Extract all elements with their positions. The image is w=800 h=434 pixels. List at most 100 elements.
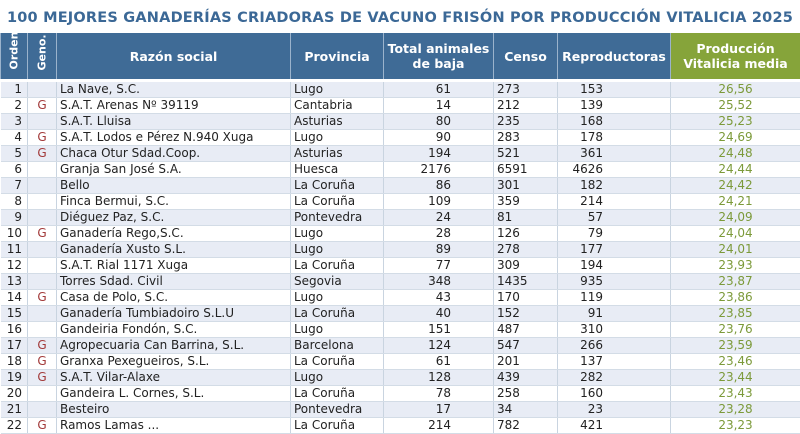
cell-reproductoras: 214 — [558, 194, 671, 210]
cell-censo: 34 — [494, 402, 558, 418]
cell-orden: 15 — [1, 306, 28, 322]
cell-orden: 12 — [1, 258, 28, 274]
column-header-reproductoras[interactable]: Reproductoras — [558, 33, 671, 79]
cell-reproductoras: 935 — [558, 274, 671, 290]
cell-geno: G — [28, 354, 57, 370]
cell-produccion-vitalicia: 24,04 — [671, 226, 800, 242]
cell-orden: 11 — [1, 242, 28, 258]
cell-orden: 21 — [1, 402, 28, 418]
cell-reproductoras: 4626 — [558, 162, 671, 178]
cell-total-animales-baja: 77 — [384, 258, 494, 274]
cell-censo: 283 — [494, 130, 558, 146]
cell-orden: 20 — [1, 386, 28, 402]
cell-reproductoras: 137 — [558, 354, 671, 370]
page-title: 100 MEJORES GANADERÍAS CRIADORAS DE VACU… — [0, 10, 800, 26]
cell-produccion-vitalicia: 24,42 — [671, 178, 800, 194]
cell-produccion-vitalicia: 24,44 — [671, 162, 800, 178]
cell-geno — [28, 386, 57, 402]
cell-orden: 1 — [1, 82, 28, 98]
cell-reproductoras: 182 — [558, 178, 671, 194]
cell-total-animales-baja: 14 — [384, 98, 494, 114]
cell-censo: 81 — [494, 210, 558, 226]
cell-reproductoras: 153 — [558, 82, 671, 98]
cell-reproductoras: 139 — [558, 98, 671, 114]
cell-produccion-vitalicia: 24,01 — [671, 242, 800, 258]
cell-provincia: Pontevedra — [291, 210, 384, 226]
column-header-geno[interactable]: Geno. — [28, 33, 57, 79]
column-header-orden[interactable]: Orden — [1, 33, 28, 79]
cell-produccion-vitalicia: 23,23 — [671, 418, 800, 434]
cell-geno — [28, 322, 57, 338]
cell-orden: 2 — [1, 98, 28, 114]
cell-produccion-vitalicia: 23,43 — [671, 386, 800, 402]
cell-reproductoras: 178 — [558, 130, 671, 146]
cell-reproductoras: 119 — [558, 290, 671, 306]
cell-geno: G — [28, 338, 57, 354]
cell-razon-social: S.A.T. Lluisa — [57, 114, 291, 130]
cell-provincia: Lugo — [291, 242, 384, 258]
cell-produccion-vitalicia: 23,85 — [671, 306, 800, 322]
cell-reproductoras: 310 — [558, 322, 671, 338]
cell-provincia: Segovia — [291, 274, 384, 290]
cell-geno: G — [28, 130, 57, 146]
cell-produccion-vitalicia: 23,76 — [671, 322, 800, 338]
cell-produccion-vitalicia: 25,23 — [671, 114, 800, 130]
cell-censo: 126 — [494, 226, 558, 242]
cell-reproductoras: 361 — [558, 146, 671, 162]
cell-provincia: Lugo — [291, 82, 384, 98]
cell-geno — [28, 178, 57, 194]
cell-razon-social: Torres Sdad. Civil — [57, 274, 291, 290]
cell-geno — [28, 274, 57, 290]
cell-censo: 170 — [494, 290, 558, 306]
cell-razon-social: S.A.T. Rial 1171 Xuga — [57, 258, 291, 274]
cell-censo: 301 — [494, 178, 558, 194]
cell-geno: G — [28, 226, 57, 242]
cell-produccion-vitalicia: 26,56 — [671, 82, 800, 98]
column-header-censo[interactable]: Censo — [494, 33, 558, 79]
cell-censo: 309 — [494, 258, 558, 274]
cell-orden: 19 — [1, 370, 28, 386]
cell-censo: 359 — [494, 194, 558, 210]
cell-geno — [28, 242, 57, 258]
column-header-provincia[interactable]: Provincia — [291, 33, 384, 79]
cell-total-animales-baja: 90 — [384, 130, 494, 146]
cell-total-animales-baja: 348 — [384, 274, 494, 290]
cell-produccion-vitalicia: 24,48 — [671, 146, 800, 162]
column-header-razon-social[interactable]: Razón social — [57, 33, 291, 79]
ranking-table: Orden Geno. Razón social Provincia Total… — [0, 33, 800, 434]
cell-geno: G — [28, 370, 57, 386]
cell-produccion-vitalicia: 24,09 — [671, 210, 800, 226]
cell-provincia: Lugo — [291, 322, 384, 338]
cell-geno — [28, 194, 57, 210]
cell-reproductoras: 57 — [558, 210, 671, 226]
cell-reproductoras: 421 — [558, 418, 671, 434]
cell-geno — [28, 82, 57, 98]
cell-produccion-vitalicia: 23,87 — [671, 274, 800, 290]
cell-produccion-vitalicia: 23,86 — [671, 290, 800, 306]
